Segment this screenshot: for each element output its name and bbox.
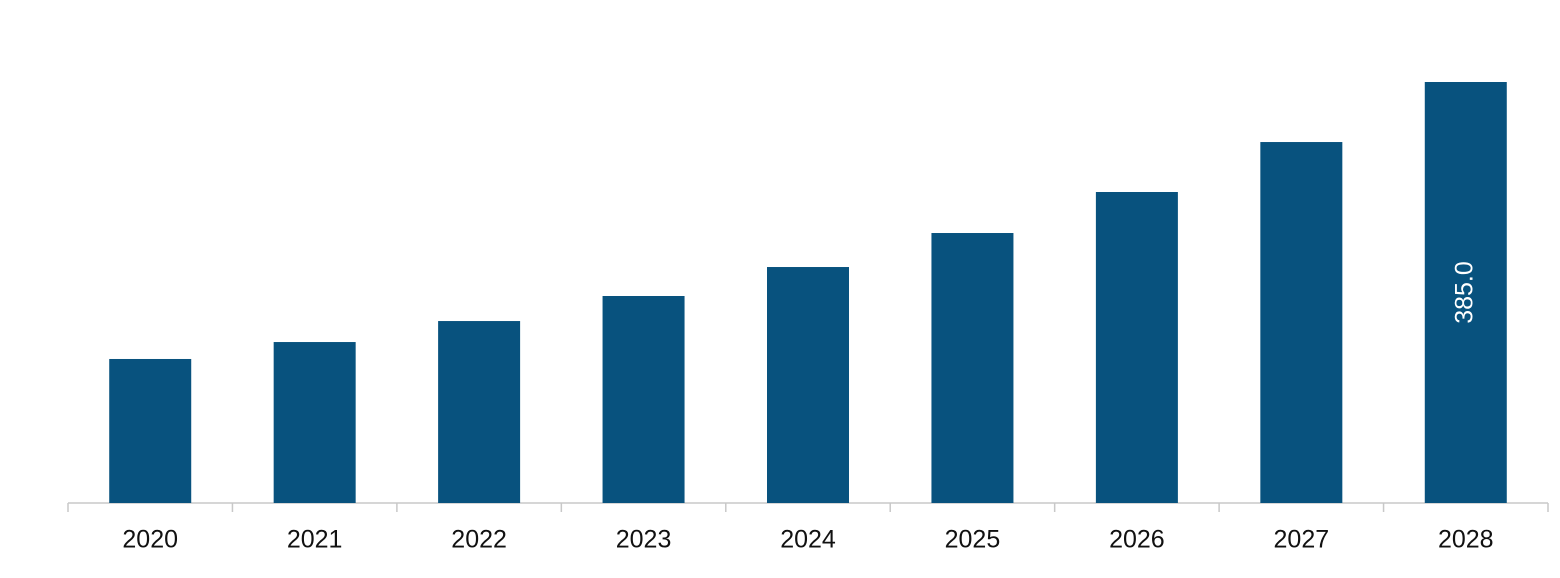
bar (931, 233, 1014, 503)
x-tick-label: 2028 (1438, 526, 1494, 554)
x-tick-label: 2020 (122, 526, 178, 554)
x-tick-label: 2026 (1109, 526, 1165, 554)
x-tick-label: 2025 (945, 526, 1001, 554)
bar (1424, 82, 1507, 503)
bar (109, 358, 192, 503)
x-tick-label: 2027 (1274, 526, 1330, 554)
bar (767, 267, 849, 503)
bar (273, 342, 356, 503)
bar (602, 295, 685, 503)
bar (1260, 142, 1343, 503)
value-label: 385.0 (1450, 261, 1478, 324)
bar (1095, 192, 1178, 503)
x-tick-label: 2021 (287, 526, 343, 554)
x-tick-label: 2023 (616, 526, 672, 554)
bar (438, 321, 521, 503)
x-tick-label: 2022 (451, 526, 507, 554)
x-tick-label: 2024 (780, 526, 836, 554)
